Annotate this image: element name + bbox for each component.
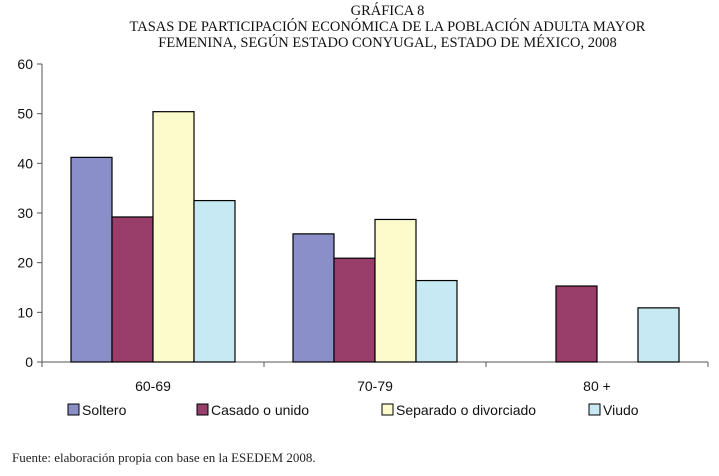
bar-separado-o-divorciado-70-79 <box>374 218 417 363</box>
y-tick-label: 20 <box>17 255 33 271</box>
y-tick-label: 30 <box>17 205 33 221</box>
bar-viudo-80+ <box>637 307 680 363</box>
source-note: Fuente: elaboración propia con base en l… <box>12 450 316 465</box>
bar-viudo-60-69 <box>193 199 236 363</box>
bar-casado-o-unido-60-69 <box>111 216 154 363</box>
bar-soltero-70-79 <box>292 233 335 363</box>
x-tick-label: 80 + <box>583 378 611 394</box>
legend-swatch <box>588 403 601 416</box>
legend-label: Separado o divorciado <box>396 402 536 418</box>
y-tick-label: 10 <box>17 304 33 320</box>
chart-title-line-1: GRÁFICA 8 <box>350 3 425 19</box>
y-tick-label: 50 <box>17 106 33 122</box>
bar-viudo-70-79 <box>415 279 458 363</box>
chart-title-line-3: FEMENINA, SEGÚN ESTADO CONYUGAL, ESTADO … <box>158 35 617 51</box>
legend-label: Soltero <box>82 402 127 418</box>
legend-swatch <box>67 403 80 416</box>
x-tick-label: 70-79 <box>357 378 393 394</box>
legend-label: Viudo <box>603 402 639 418</box>
y-tick-label: 0 <box>25 354 33 370</box>
legend-swatch <box>196 403 209 416</box>
chart-title: GRÁFICA 8 TASAS DE PARTICIPACIÓN ECONÓMI… <box>0 3 719 51</box>
legend-label: Casado o unido <box>211 402 309 418</box>
bar-separado-o-divorciado-60-69 <box>152 111 195 363</box>
bar-soltero-60-69 <box>70 156 113 363</box>
x-tick-label: 60-69 <box>135 378 171 394</box>
bar-casado-o-unido-70-79 <box>333 257 376 363</box>
bar-casado-o-unido-80+ <box>555 285 598 363</box>
y-tick-label: 60 <box>17 56 33 72</box>
y-tick-label: 40 <box>17 155 33 171</box>
legend-swatch <box>381 403 394 416</box>
chart-title-line-2: TASAS DE PARTICIPACIÓN ECONÓMICA DE LA P… <box>129 19 646 35</box>
